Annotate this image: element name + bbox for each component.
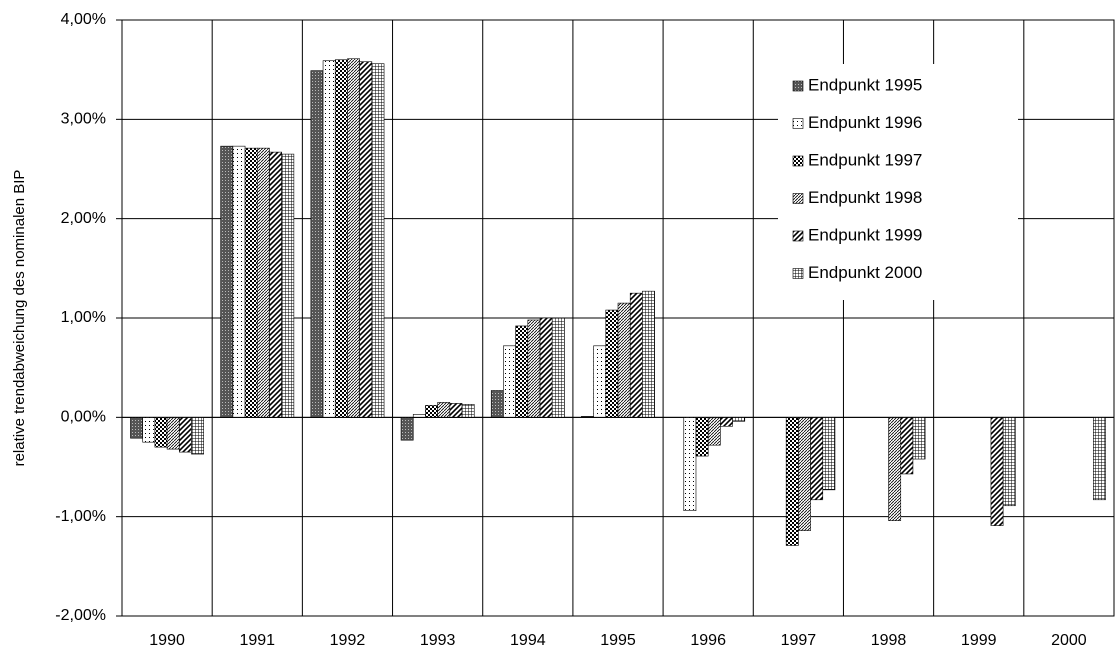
bar xyxy=(244,147,258,418)
bar xyxy=(822,417,836,491)
bar xyxy=(166,417,180,450)
legend-swatch xyxy=(792,118,804,129)
bar xyxy=(629,292,643,418)
bar xyxy=(232,145,246,418)
x-tick-label: 1995 xyxy=(600,632,636,649)
bar xyxy=(359,61,373,418)
bar xyxy=(707,417,721,446)
y-axis-label: relative trendabweichung des nominalen B… xyxy=(11,170,28,467)
bar xyxy=(720,417,733,427)
bar xyxy=(347,58,360,418)
legend: Endpunkt 1995 Endpunkt 1996 Endpunkt 1997 E… xyxy=(778,64,1018,300)
bar xyxy=(142,417,156,443)
bar xyxy=(695,417,709,457)
bar xyxy=(593,345,607,418)
x-tick-label: 1992 xyxy=(330,632,366,649)
x-tick-label: 1990 xyxy=(149,632,185,649)
bar xyxy=(490,390,504,418)
bar xyxy=(605,309,619,418)
x-tick-label: 1994 xyxy=(510,632,546,649)
bar xyxy=(503,345,516,418)
bar xyxy=(154,417,168,448)
bar xyxy=(371,63,385,418)
bar xyxy=(281,153,295,418)
y-tick-label: 0,00% xyxy=(61,409,106,426)
y-tick-label: 4,00% xyxy=(61,11,106,28)
legend-label: Endpunkt 1996 xyxy=(808,113,922,132)
legend-label: Endpunkt 1999 xyxy=(808,225,922,244)
bar xyxy=(617,302,631,418)
y-tick-label: 2,00% xyxy=(61,210,106,227)
bar xyxy=(888,417,902,521)
bar xyxy=(334,59,348,418)
legend-swatch xyxy=(792,80,804,92)
bar xyxy=(322,60,336,418)
bar xyxy=(1093,417,1106,501)
x-tick-label: 1993 xyxy=(420,632,456,649)
bar xyxy=(191,417,204,455)
y-tick-label: 1,00% xyxy=(61,309,106,326)
bar xyxy=(310,70,324,418)
bar xyxy=(990,417,1004,526)
x-tick-label: 1996 xyxy=(690,632,726,649)
bar xyxy=(400,417,414,441)
x-tick-label: 1997 xyxy=(781,632,817,649)
bar xyxy=(461,404,475,418)
bar xyxy=(683,417,697,512)
bar xyxy=(1002,417,1016,507)
bar xyxy=(256,147,270,418)
legend-swatch xyxy=(792,193,804,204)
bar xyxy=(912,417,926,460)
x-tick-label: 2000 xyxy=(1051,632,1087,649)
x-tick-label: 1991 xyxy=(239,632,275,649)
bar xyxy=(425,405,438,418)
bar xyxy=(785,417,799,546)
legend-label: Endpunkt 1995 xyxy=(808,75,922,94)
legend-label: Endpunkt 1998 xyxy=(808,188,922,207)
legend-swatch xyxy=(792,268,804,279)
bar xyxy=(642,290,655,418)
bar xyxy=(527,319,541,418)
bar xyxy=(732,417,746,422)
bar xyxy=(269,151,282,418)
bar xyxy=(515,325,529,418)
bar xyxy=(539,317,553,418)
x-tick-label: 1999 xyxy=(961,632,997,649)
y-tick-label: -2,00% xyxy=(55,607,106,624)
bar xyxy=(437,402,451,418)
legend-label: Endpunkt 1997 xyxy=(808,150,922,169)
bar xyxy=(130,417,143,439)
y-tick-label: -1,00% xyxy=(55,508,106,525)
x-tick-label: 1998 xyxy=(871,632,907,649)
legend-label: Endpunkt 2000 xyxy=(808,263,922,282)
bar xyxy=(798,417,811,531)
legend-box xyxy=(778,64,1018,300)
bar xyxy=(449,403,463,418)
bar xyxy=(178,417,192,453)
legend-swatch xyxy=(792,155,804,167)
bar xyxy=(220,145,234,418)
bar xyxy=(810,417,824,501)
bar xyxy=(551,317,565,418)
bar xyxy=(900,417,914,475)
legend-swatch xyxy=(792,230,804,242)
y-tick-label: 3,00% xyxy=(61,111,106,128)
